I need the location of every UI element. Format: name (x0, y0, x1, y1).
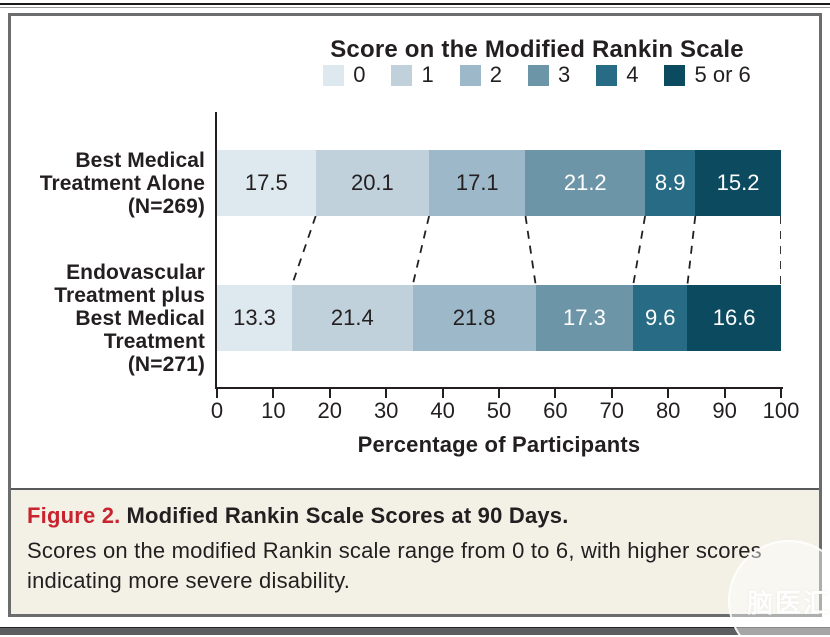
category-label-best-medical: Best Medical Treatment Alone (N=269) (0, 149, 205, 218)
x-axis-tick-label: 50 (486, 398, 512, 423)
caption-panel: Figure 2. Modified Rankin Scale Scores at… (11, 488, 819, 614)
bottom-rule (0, 627, 830, 635)
bar-segment-score-5-or-6: 15.2 (695, 150, 781, 216)
x-axis-tick-label: 100 (762, 398, 800, 423)
bar-segment-score-2: 17.1 (429, 150, 526, 216)
x-axis-tick (667, 389, 670, 398)
legend-item-5-or-6: 5 or 6 (664, 62, 751, 88)
bar-segment-score-2: 21.8 (412, 285, 536, 351)
x-axis-tick-label: 80 (655, 398, 681, 423)
x-axis-tick-label: 0 (210, 398, 224, 423)
bar-segment-score-0: 17.5 (217, 150, 316, 216)
legend-label: 4 (626, 62, 639, 87)
legend-item-1: 1 (391, 62, 434, 88)
bar-segment-score-1: 20.1 (315, 150, 430, 216)
x-axis-tick-label: 10 (261, 398, 286, 423)
x-axis-tick (385, 389, 388, 398)
bar-segment-score-1: 21.4 (292, 285, 413, 351)
caption-body: Scores on the modified Rankin scale rang… (27, 538, 762, 593)
legend-title: Score on the Modified Rankin Scale (330, 36, 744, 63)
category-label-line: Best Medical (75, 307, 205, 330)
x-axis-tick (554, 389, 557, 398)
x-axis-tick (216, 389, 218, 398)
figure-number-label: Figure 2. (27, 503, 121, 528)
legend-swatch (391, 64, 413, 86)
category-label-line: (N=271) (127, 353, 205, 376)
bar-segment-score-3: 21.2 (525, 150, 646, 216)
legend-label: 0 (353, 62, 366, 87)
top-rule (0, 3, 830, 5)
x-axis-tick (328, 389, 331, 398)
x-axis-tick (441, 389, 444, 398)
y-axis-line (215, 112, 217, 389)
bar-segment-score-4: 8.9 (645, 150, 696, 216)
connector-dash-line (686, 216, 697, 285)
legend-swatch (459, 64, 481, 86)
x-axis-tick (780, 389, 782, 398)
legend-item-0: 0 (323, 62, 365, 88)
category-label-line: (N=269) (127, 195, 205, 218)
x-axis-tick (498, 389, 500, 398)
legend-swatch (664, 64, 686, 86)
legend-label: 5 or 6 (694, 62, 751, 87)
legend-label: 2 (489, 62, 502, 87)
legend-item-2: 2 (459, 62, 502, 88)
caption-title: Figure 2. Modified Rankin Scale Scores at… (27, 503, 783, 529)
legend-swatch (323, 64, 345, 86)
legend-label: 3 (557, 62, 571, 87)
x-axis-line (215, 387, 783, 389)
connector-dash-line (632, 216, 646, 285)
legend-item-4: 4 (596, 62, 638, 88)
connector-dash-line (411, 216, 430, 285)
bar-segment-score-0: 13.3 (217, 285, 292, 351)
connector-dash-line (291, 216, 317, 285)
category-label-line: Best Medical (75, 149, 205, 172)
legend-swatch (596, 64, 618, 86)
bar-segment-score-5-or-6: 16.6 (687, 285, 781, 351)
category-label-line: Treatment Alone (39, 172, 205, 195)
x-axis-title: Percentage of Participants (357, 432, 641, 457)
bar-segment-score-3: 17.3 (535, 285, 634, 351)
legend-label: 1 (421, 62, 434, 87)
bar-segment-score-4: 9.6 (633, 285, 688, 351)
x-axis-tick-label: 70 (599, 398, 625, 423)
x-axis-tick (723, 389, 726, 398)
segment-connector-dashes (291, 216, 781, 285)
legend-item-3: 3 (527, 62, 571, 88)
stacked-bar-endovascular: 13.3 21.4 21.8 17.3 9.6 16.6 (217, 285, 781, 351)
category-label-line: Treatment plus (54, 284, 205, 307)
x-axis-tick-label: 30 (373, 398, 399, 423)
x-axis-tick (272, 389, 275, 398)
x-axis-tick-label: 40 (430, 398, 455, 423)
category-label-line: Treatment (103, 330, 205, 353)
category-label-line: Endovascular (66, 261, 205, 284)
figure-title-text: Modified Rankin Scale Scores at 90 Days. (126, 503, 569, 528)
x-axis-tick-label: 60 (543, 398, 568, 423)
x-axis-tick-label: 20 (317, 398, 343, 423)
stacked-bar-best-medical: 17.5 20.1 17.1 21.2 8.9 15.2 (217, 150, 781, 216)
connector-dash-line (524, 216, 537, 285)
x-axis-tick-label: 90 (712, 398, 737, 423)
category-label-endovascular: Endovascular Treatment plus Best Medical Tr… (0, 261, 205, 376)
top-rule-secondary (0, 7, 830, 8)
legend-swatch (527, 64, 549, 86)
legend: 0 1 2 3 4 5 or 6 (255, 62, 819, 88)
x-axis-tick (610, 389, 613, 398)
